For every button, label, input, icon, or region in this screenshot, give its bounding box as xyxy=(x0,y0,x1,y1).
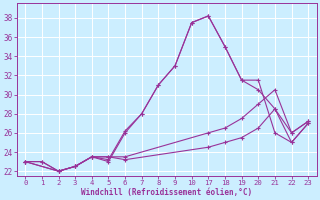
X-axis label: Windchill (Refroidissement éolien,°C): Windchill (Refroidissement éolien,°C) xyxy=(81,188,252,197)
